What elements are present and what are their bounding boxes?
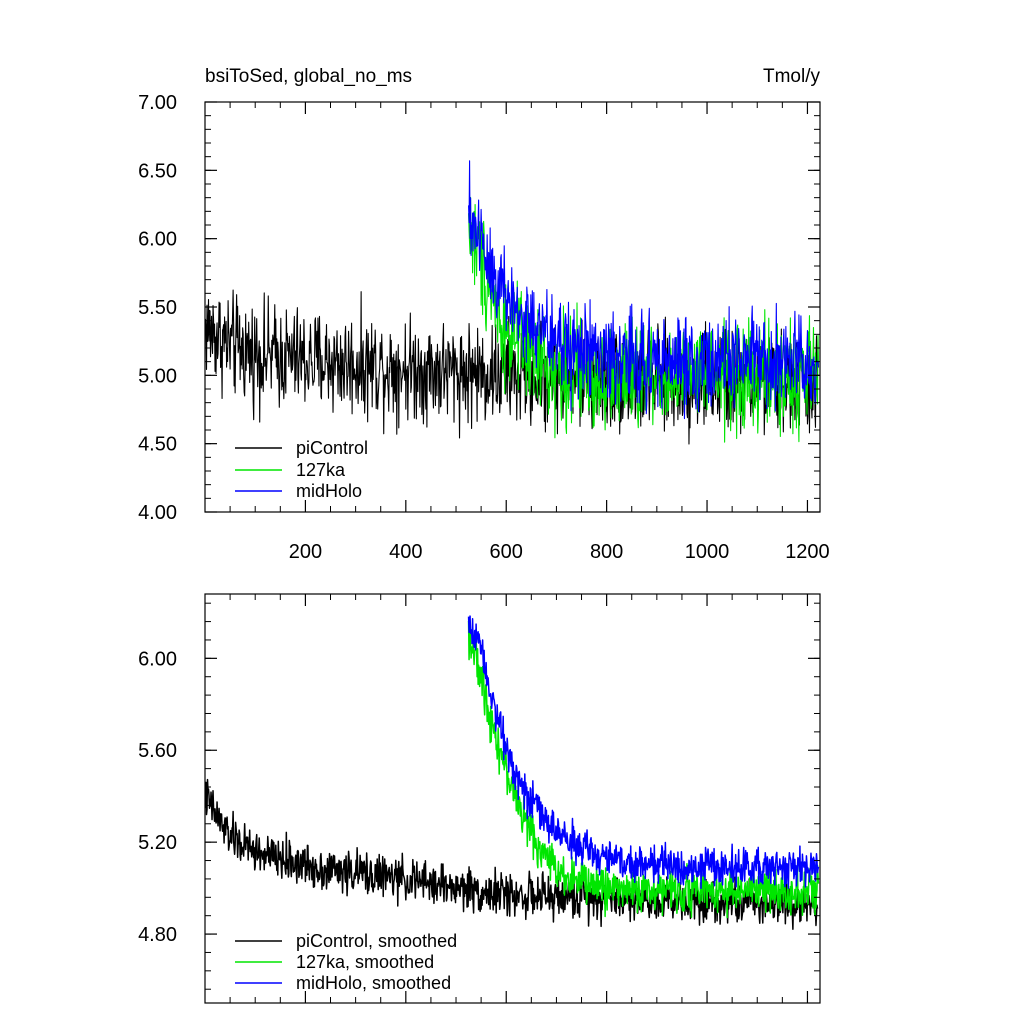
x-tick-label: 800 <box>590 541 623 563</box>
top-panel-title: bsiToSed, global_no_ms <box>205 66 412 87</box>
x-tick-label: 600 <box>490 541 523 563</box>
legend-label-midholo: midHolo <box>296 481 362 501</box>
bottom-panel-ticks: 4.80 5.20 5.60 6.00 <box>138 594 820 1003</box>
bottom-panel-series <box>204 615 820 930</box>
top-panel: bsiToSed, global_no_ms Tmol/y 4.00 4.50 5.… <box>138 66 830 563</box>
y-tick-label: 4.80 <box>138 924 177 946</box>
legend-label-127ka: 127ka <box>296 460 346 480</box>
series-line-picontrol-smoothed <box>204 778 819 930</box>
y-tick-label: 6.00 <box>138 648 177 670</box>
bottom-panel-frame <box>204 593 821 1004</box>
y-tick-label: 5.20 <box>138 832 177 854</box>
y-tick-label: 6.00 <box>138 229 177 251</box>
y-tick-label: 5.50 <box>138 297 177 319</box>
legend-label-midholo-smoothed: midHolo, smoothed <box>296 973 451 993</box>
x-tick-label: 1200 <box>785 541 830 563</box>
legend-label-picontrol: piControl <box>296 438 368 458</box>
series-line-midholo-smoothed <box>467 615 820 890</box>
y-tick-label: 4.50 <box>138 434 177 456</box>
top-panel-legend: piControl 127ka midHolo <box>235 438 368 501</box>
top-panel-series <box>204 160 820 445</box>
bottom-panel: 4.80 5.20 5.60 6.00 piControl, smoothed 127… <box>138 593 821 1004</box>
y-tick-label: 6.50 <box>138 160 177 182</box>
legend-label-picontrol-smoothed: piControl, smoothed <box>296 931 457 951</box>
x-tick-label: 200 <box>289 541 322 563</box>
bottom-panel-legend: piControl, smoothed 127ka, smoothed midH… <box>235 931 457 993</box>
x-tick-label: 1000 <box>685 541 730 563</box>
top-panel-ticks: 4.00 4.50 5.00 5.50 6.00 6.50 7.00 200 400 600 800… <box>138 92 830 563</box>
y-tick-label: 5.00 <box>138 365 177 387</box>
top-panel-units: Tmol/y <box>763 66 821 87</box>
y-tick-label: 5.60 <box>138 740 177 762</box>
series-line-midholo <box>468 160 820 420</box>
series-line-picontrol <box>204 289 819 445</box>
legend-label-127ka-smoothed: 127ka, smoothed <box>296 952 434 972</box>
y-tick-label: 7.00 <box>138 92 177 114</box>
y-tick-label: 4.00 <box>138 502 177 524</box>
x-tick-label: 400 <box>389 541 422 563</box>
